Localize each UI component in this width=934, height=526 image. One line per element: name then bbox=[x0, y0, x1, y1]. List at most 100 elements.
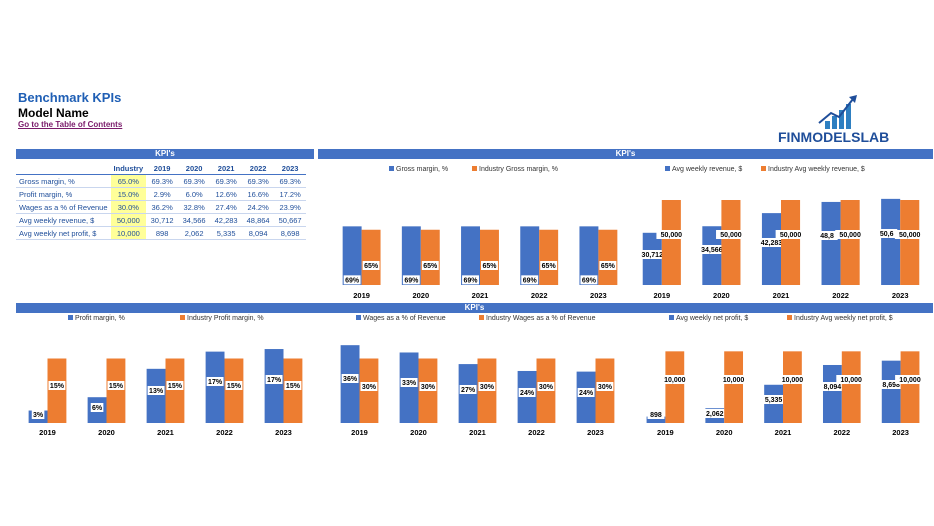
row-label: Profit margin, % bbox=[16, 187, 111, 201]
category-label: 2023 bbox=[587, 428, 604, 437]
bar-value bbox=[881, 360, 901, 423]
data-label-industry-bg bbox=[659, 375, 690, 384]
data-label-industry: 10,000 bbox=[723, 377, 745, 384]
data-label-value: 8,698 bbox=[882, 382, 900, 389]
category-label: 2021 bbox=[157, 428, 174, 437]
table-of-contents-link[interactable]: Go to the Table of Contents bbox=[18, 120, 123, 129]
logo-bar-4 bbox=[846, 104, 851, 129]
year-value-cell: 69.3% bbox=[242, 174, 275, 188]
data-label-value: 36% bbox=[343, 376, 358, 383]
legend-swatch bbox=[669, 315, 674, 320]
data-label-industry-bg bbox=[421, 261, 439, 270]
bar-industry bbox=[900, 200, 920, 285]
data-label-value-bg bbox=[459, 385, 477, 394]
bar-industry bbox=[665, 351, 685, 423]
industry-value-cell: 10,000 bbox=[110, 226, 147, 240]
bar-value bbox=[821, 201, 841, 285]
data-label-industry-bg bbox=[478, 382, 496, 391]
year-value-cell: 34,566 bbox=[178, 213, 211, 227]
data-label-industry: 50,000 bbox=[839, 232, 861, 239]
legend-swatch bbox=[665, 166, 670, 171]
data-label-industry: 10,000 bbox=[664, 377, 686, 384]
year-value-cell: 69.3% bbox=[178, 174, 211, 188]
data-label-industry-bg bbox=[835, 230, 866, 239]
data-label-value-bg bbox=[819, 382, 846, 391]
data-label-industry: 65% bbox=[364, 263, 379, 270]
bar-industry bbox=[283, 358, 303, 423]
industry-value-cell: 65.0% bbox=[110, 174, 147, 188]
legend-label: Industry Wages as a % of Revenue bbox=[486, 315, 596, 322]
legend-label: Avg weekly revenue, $ bbox=[672, 166, 742, 173]
data-label-industry: 50,000 bbox=[899, 232, 921, 239]
data-label-value-bg bbox=[577, 388, 595, 397]
data-label-value-bg bbox=[400, 378, 418, 387]
bar-value bbox=[576, 371, 596, 423]
category-label: 2019 bbox=[653, 291, 670, 300]
category-label: 2019 bbox=[351, 428, 368, 437]
category-label: 2020 bbox=[410, 428, 427, 437]
legend-swatch bbox=[787, 315, 792, 320]
bar-value bbox=[822, 364, 842, 423]
category-label: 2020 bbox=[716, 428, 733, 437]
year-value-cell: 5,335 bbox=[210, 226, 243, 240]
bar-industry bbox=[224, 358, 244, 423]
legend-label: Avg weekly net profit, $ bbox=[676, 315, 748, 322]
data-label-value-bg bbox=[343, 275, 361, 285]
data-label-industry-bg bbox=[599, 261, 617, 270]
data-label-value: 6% bbox=[92, 405, 103, 412]
data-label-value-bg bbox=[756, 238, 787, 247]
data-label-value: 69% bbox=[345, 277, 360, 284]
row-label: Avg weekly revenue, $ bbox=[16, 213, 111, 227]
data-label-value: 34,566 bbox=[701, 247, 723, 254]
data-label-value-bg bbox=[647, 410, 665, 419]
data-label-value-bg bbox=[878, 380, 904, 389]
data-label-value-bg bbox=[702, 409, 728, 418]
data-label-industry-bg bbox=[481, 261, 498, 270]
bar-value bbox=[461, 226, 480, 285]
data-label-value-bg bbox=[341, 374, 359, 383]
data-label-value: 69% bbox=[464, 277, 479, 284]
legend-label: Industry Profit margin, % bbox=[187, 315, 264, 322]
bar-value bbox=[205, 351, 225, 423]
data-label-value: 33% bbox=[402, 380, 417, 387]
data-label-industry: 30% bbox=[598, 384, 613, 391]
year-value-cell: 16.6% bbox=[242, 187, 275, 201]
year-value-cell: 8,094 bbox=[242, 226, 275, 240]
bar-industry bbox=[783, 351, 802, 423]
data-label-industry-bg bbox=[48, 381, 66, 390]
category-label: 2021 bbox=[469, 428, 486, 437]
logo-bar-3 bbox=[839, 110, 844, 129]
bar-industry bbox=[598, 229, 618, 285]
data-label-industry-bg bbox=[540, 261, 558, 270]
data-label-value-bg bbox=[31, 410, 45, 419]
col-header: 2020 bbox=[178, 162, 211, 175]
bar-industry bbox=[420, 229, 440, 285]
year-value-cell: 50,667 bbox=[274, 213, 307, 227]
logo-bar-1 bbox=[825, 121, 830, 129]
year-value-cell: 6.0% bbox=[178, 187, 211, 201]
data-label-industry: 15% bbox=[109, 383, 124, 390]
data-label-value: 17% bbox=[267, 377, 282, 384]
category-label: 2019 bbox=[39, 428, 56, 437]
data-label-industry: 10,000 bbox=[899, 377, 921, 384]
bar-industry bbox=[724, 351, 744, 423]
legend-swatch bbox=[68, 315, 73, 320]
data-label-value: 27% bbox=[461, 387, 476, 394]
legend-swatch bbox=[180, 315, 185, 320]
bar-industry bbox=[900, 351, 920, 423]
data-label-value: 42,283 bbox=[761, 240, 783, 247]
bar-value bbox=[761, 213, 781, 285]
year-value-cell: 32.8% bbox=[178, 200, 211, 214]
data-label-industry: 15% bbox=[168, 383, 183, 390]
bar-industry bbox=[165, 358, 185, 423]
year-value-cell: 2,062 bbox=[178, 226, 211, 240]
data-label-industry-bg bbox=[596, 382, 614, 391]
data-label-industry: 65% bbox=[423, 263, 438, 270]
category-label: 2020 bbox=[98, 428, 115, 437]
category-label: 2023 bbox=[590, 291, 607, 300]
top-charts-header: KPI's bbox=[318, 149, 933, 159]
category-label: 2019 bbox=[657, 428, 674, 437]
data-label-value-bg bbox=[90, 403, 104, 412]
data-label-industry-bg bbox=[166, 381, 184, 390]
